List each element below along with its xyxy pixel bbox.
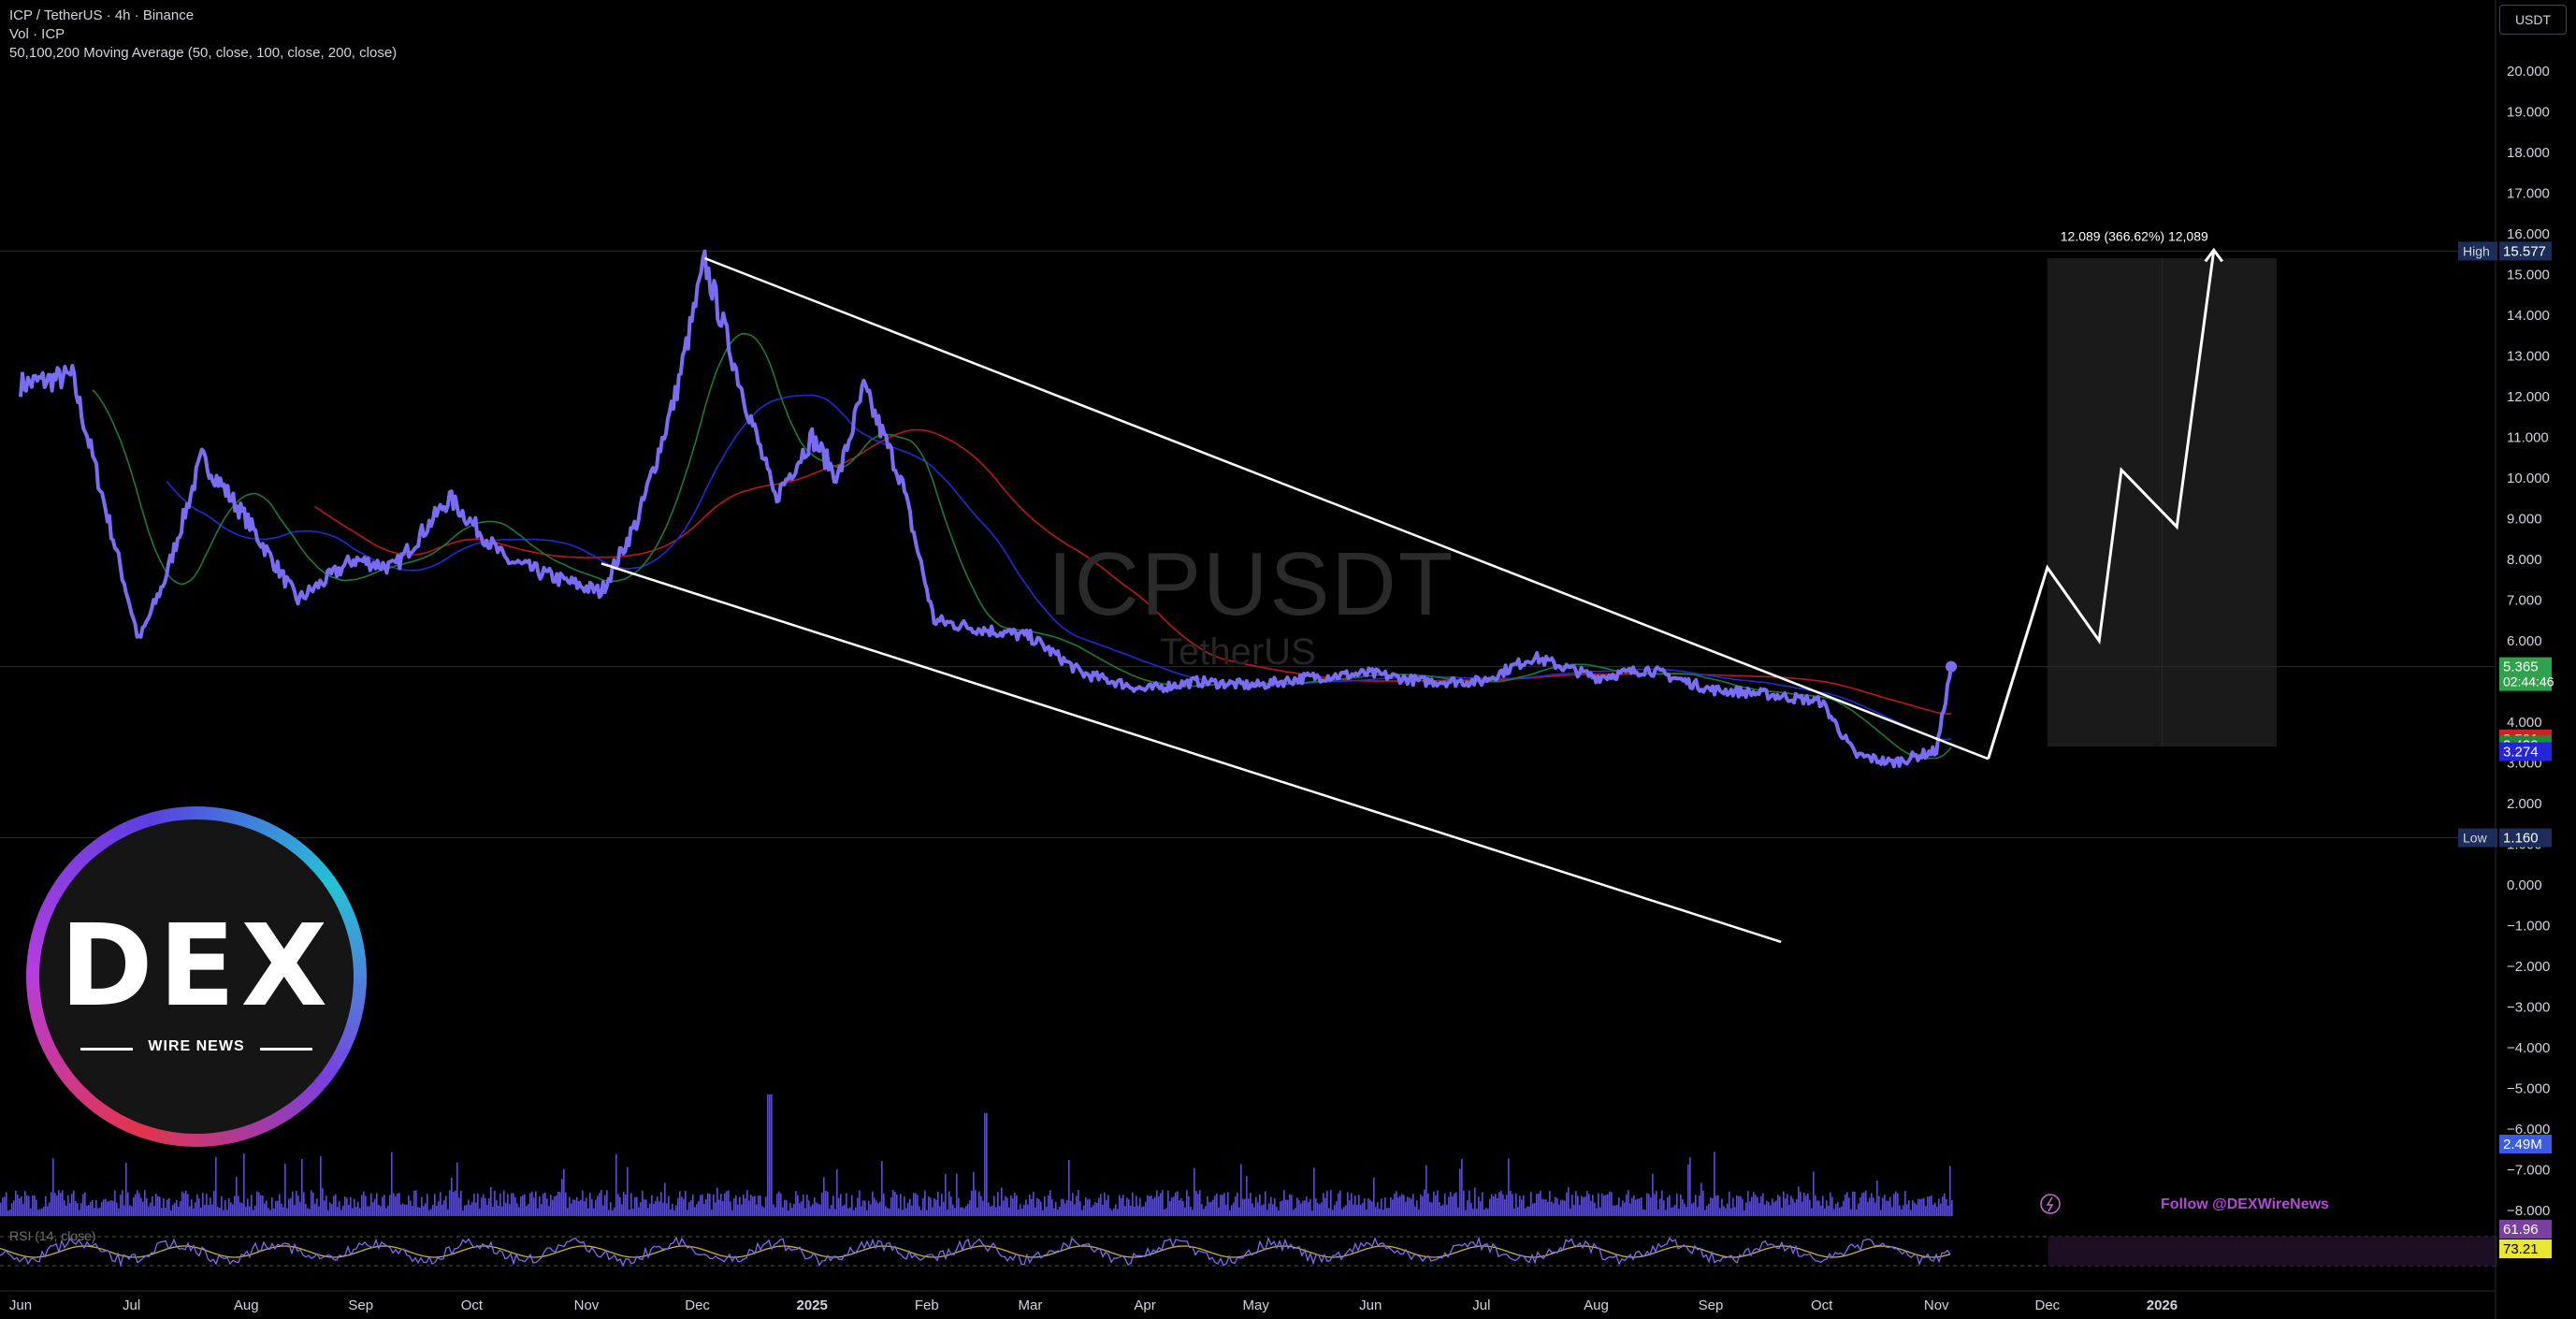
x-tick-label: 2026 bbox=[2147, 1297, 2178, 1313]
x-tick-label: May bbox=[1242, 1297, 1269, 1313]
currency-unit-button[interactable]: USDT bbox=[2499, 5, 2567, 35]
price-tag-value: 1.160 bbox=[2503, 831, 2539, 847]
price-tag-countdown: 02:44:46 bbox=[2503, 674, 2554, 689]
rsi-tag-bg bbox=[2499, 1220, 2552, 1239]
x-tick-label: Oct bbox=[1811, 1297, 1833, 1313]
y-tick-label: −8.000 bbox=[2507, 1203, 2550, 1219]
price-tag-name: High bbox=[2463, 243, 2490, 258]
x-tick-label: 2025 bbox=[796, 1297, 827, 1313]
logo-subtext: WIRE NEWS bbox=[148, 1038, 245, 1054]
x-tick-label: Nov bbox=[1924, 1297, 1949, 1313]
volume-bars bbox=[0, 1094, 1953, 1216]
x-tick-label: Sep bbox=[348, 1297, 373, 1313]
y-tick-label: 17.000 bbox=[2507, 186, 2550, 202]
name-watermark: TetherUS bbox=[1160, 631, 1316, 673]
y-tick-label: 12.000 bbox=[2507, 389, 2550, 405]
channel-lower-line bbox=[601, 562, 1782, 944]
y-tick-label: −7.000 bbox=[2507, 1163, 2550, 1179]
price-line bbox=[19, 249, 1953, 769]
projection-arrowhead bbox=[2204, 247, 2223, 263]
y-tick-label: 11.000 bbox=[2507, 430, 2549, 446]
logo-text: DEX bbox=[59, 902, 334, 1032]
x-tick-label: Mar bbox=[1019, 1297, 1043, 1313]
logo-rule-left bbox=[80, 1048, 133, 1051]
rsi-legend: RSI (14, close) bbox=[9, 1228, 96, 1243]
x-tick-label: Aug bbox=[1584, 1297, 1609, 1313]
y-tick-label: −5.000 bbox=[2507, 1081, 2550, 1097]
chart-title: ICP / TetherUS · 4h · Binance bbox=[9, 7, 195, 23]
volume-legend: Vol · ICP bbox=[9, 26, 65, 42]
y-tick-label: 16.000 bbox=[2507, 226, 2550, 242]
price-tag-value: 15.577 bbox=[2503, 243, 2546, 259]
x-tick-label: Jun bbox=[1359, 1297, 1382, 1313]
price-tag-value: 3.274 bbox=[2503, 745, 2539, 761]
x-tick-label: Nov bbox=[574, 1297, 600, 1313]
y-tick-label: 7.000 bbox=[2507, 593, 2542, 609]
x-tick-label: Aug bbox=[234, 1297, 259, 1313]
channel-upper-line bbox=[704, 256, 1990, 761]
rsi-band-fill bbox=[2048, 1237, 2497, 1266]
y-tick-label: 13.000 bbox=[2507, 349, 2550, 365]
x-tick-label: Jul bbox=[123, 1297, 140, 1313]
dex-wire-news-logo: DEX WIRE NEWS bbox=[26, 806, 367, 1147]
projection-path bbox=[1987, 250, 2216, 760]
y-tick-label: 0.000 bbox=[2507, 877, 2542, 893]
follow-link[interactable]: Follow @DEXWireNews bbox=[2161, 1196, 2329, 1212]
rsi-tag-value: 61.96 bbox=[2503, 1222, 2539, 1238]
price-tag-bg-2 bbox=[2499, 657, 2552, 691]
price-tag-bg-1 bbox=[2499, 828, 2552, 848]
rsi-ma-tag-bg bbox=[2499, 1239, 2552, 1258]
y-tick-label: 8.000 bbox=[2507, 552, 2542, 568]
symbol-watermark: ICPUSDT bbox=[1048, 534, 1455, 634]
projection-label: 12.089 (366.62%) 12,089 bbox=[2061, 228, 2208, 243]
price-tag-bg-0 bbox=[2499, 241, 2552, 261]
price-tag-name-bg bbox=[2458, 828, 2497, 848]
price-tag-name-bg bbox=[2458, 241, 2497, 261]
x-tick-label: Dec bbox=[685, 1297, 710, 1313]
y-tick-label: 10.000 bbox=[2507, 471, 2550, 486]
y-tick-label: 19.000 bbox=[2507, 105, 2550, 121]
x-tick-label: Oct bbox=[461, 1297, 484, 1313]
price-tag-value: 5.365 bbox=[2503, 660, 2539, 675]
y-tick-label: 14.000 bbox=[2507, 308, 2550, 324]
x-tick-label: Jun bbox=[9, 1297, 32, 1313]
y-tick-label: −3.000 bbox=[2507, 1000, 2550, 1016]
lightning-icon bbox=[2040, 1194, 2061, 1214]
y-tick-label: 2.000 bbox=[2507, 796, 2542, 812]
y-tick-label: −4.000 bbox=[2507, 1040, 2550, 1056]
x-tick-label: Apr bbox=[1134, 1297, 1155, 1313]
y-tick-label: 18.000 bbox=[2507, 145, 2550, 161]
x-tick-label: Dec bbox=[2035, 1297, 2061, 1313]
y-tick-label: 4.000 bbox=[2507, 715, 2542, 731]
ma-legend: 50,100,200 Moving Average (50, close, 10… bbox=[9, 45, 398, 61]
x-tick-label: Feb bbox=[915, 1297, 939, 1313]
price-tag-bg-5 bbox=[2499, 742, 2552, 761]
volume-tag-value: 2.49M bbox=[2503, 1137, 2542, 1152]
x-tick-label: Sep bbox=[1699, 1297, 1724, 1313]
y-tick-label: 20.000 bbox=[2507, 64, 2550, 80]
y-tick-label: −2.000 bbox=[2507, 959, 2550, 975]
price-tag-name: Low bbox=[2463, 831, 2488, 846]
rsi-line bbox=[0, 1236, 1951, 1268]
y-tick-label: 6.000 bbox=[2507, 633, 2542, 649]
y-tick-label: 9.000 bbox=[2507, 512, 2542, 528]
y-tick-label: −6.000 bbox=[2507, 1122, 2550, 1138]
x-tick-label: Jul bbox=[1472, 1297, 1490, 1313]
y-tick-label: −1.000 bbox=[2507, 919, 2550, 935]
volume-tag-bg bbox=[2499, 1135, 2552, 1153]
rsi-ma-tag-value: 73.21 bbox=[2503, 1241, 2539, 1257]
y-tick-label: 15.000 bbox=[2507, 268, 2550, 283]
logo-rule-right bbox=[260, 1048, 312, 1051]
last-price-dot bbox=[1946, 660, 1958, 673]
